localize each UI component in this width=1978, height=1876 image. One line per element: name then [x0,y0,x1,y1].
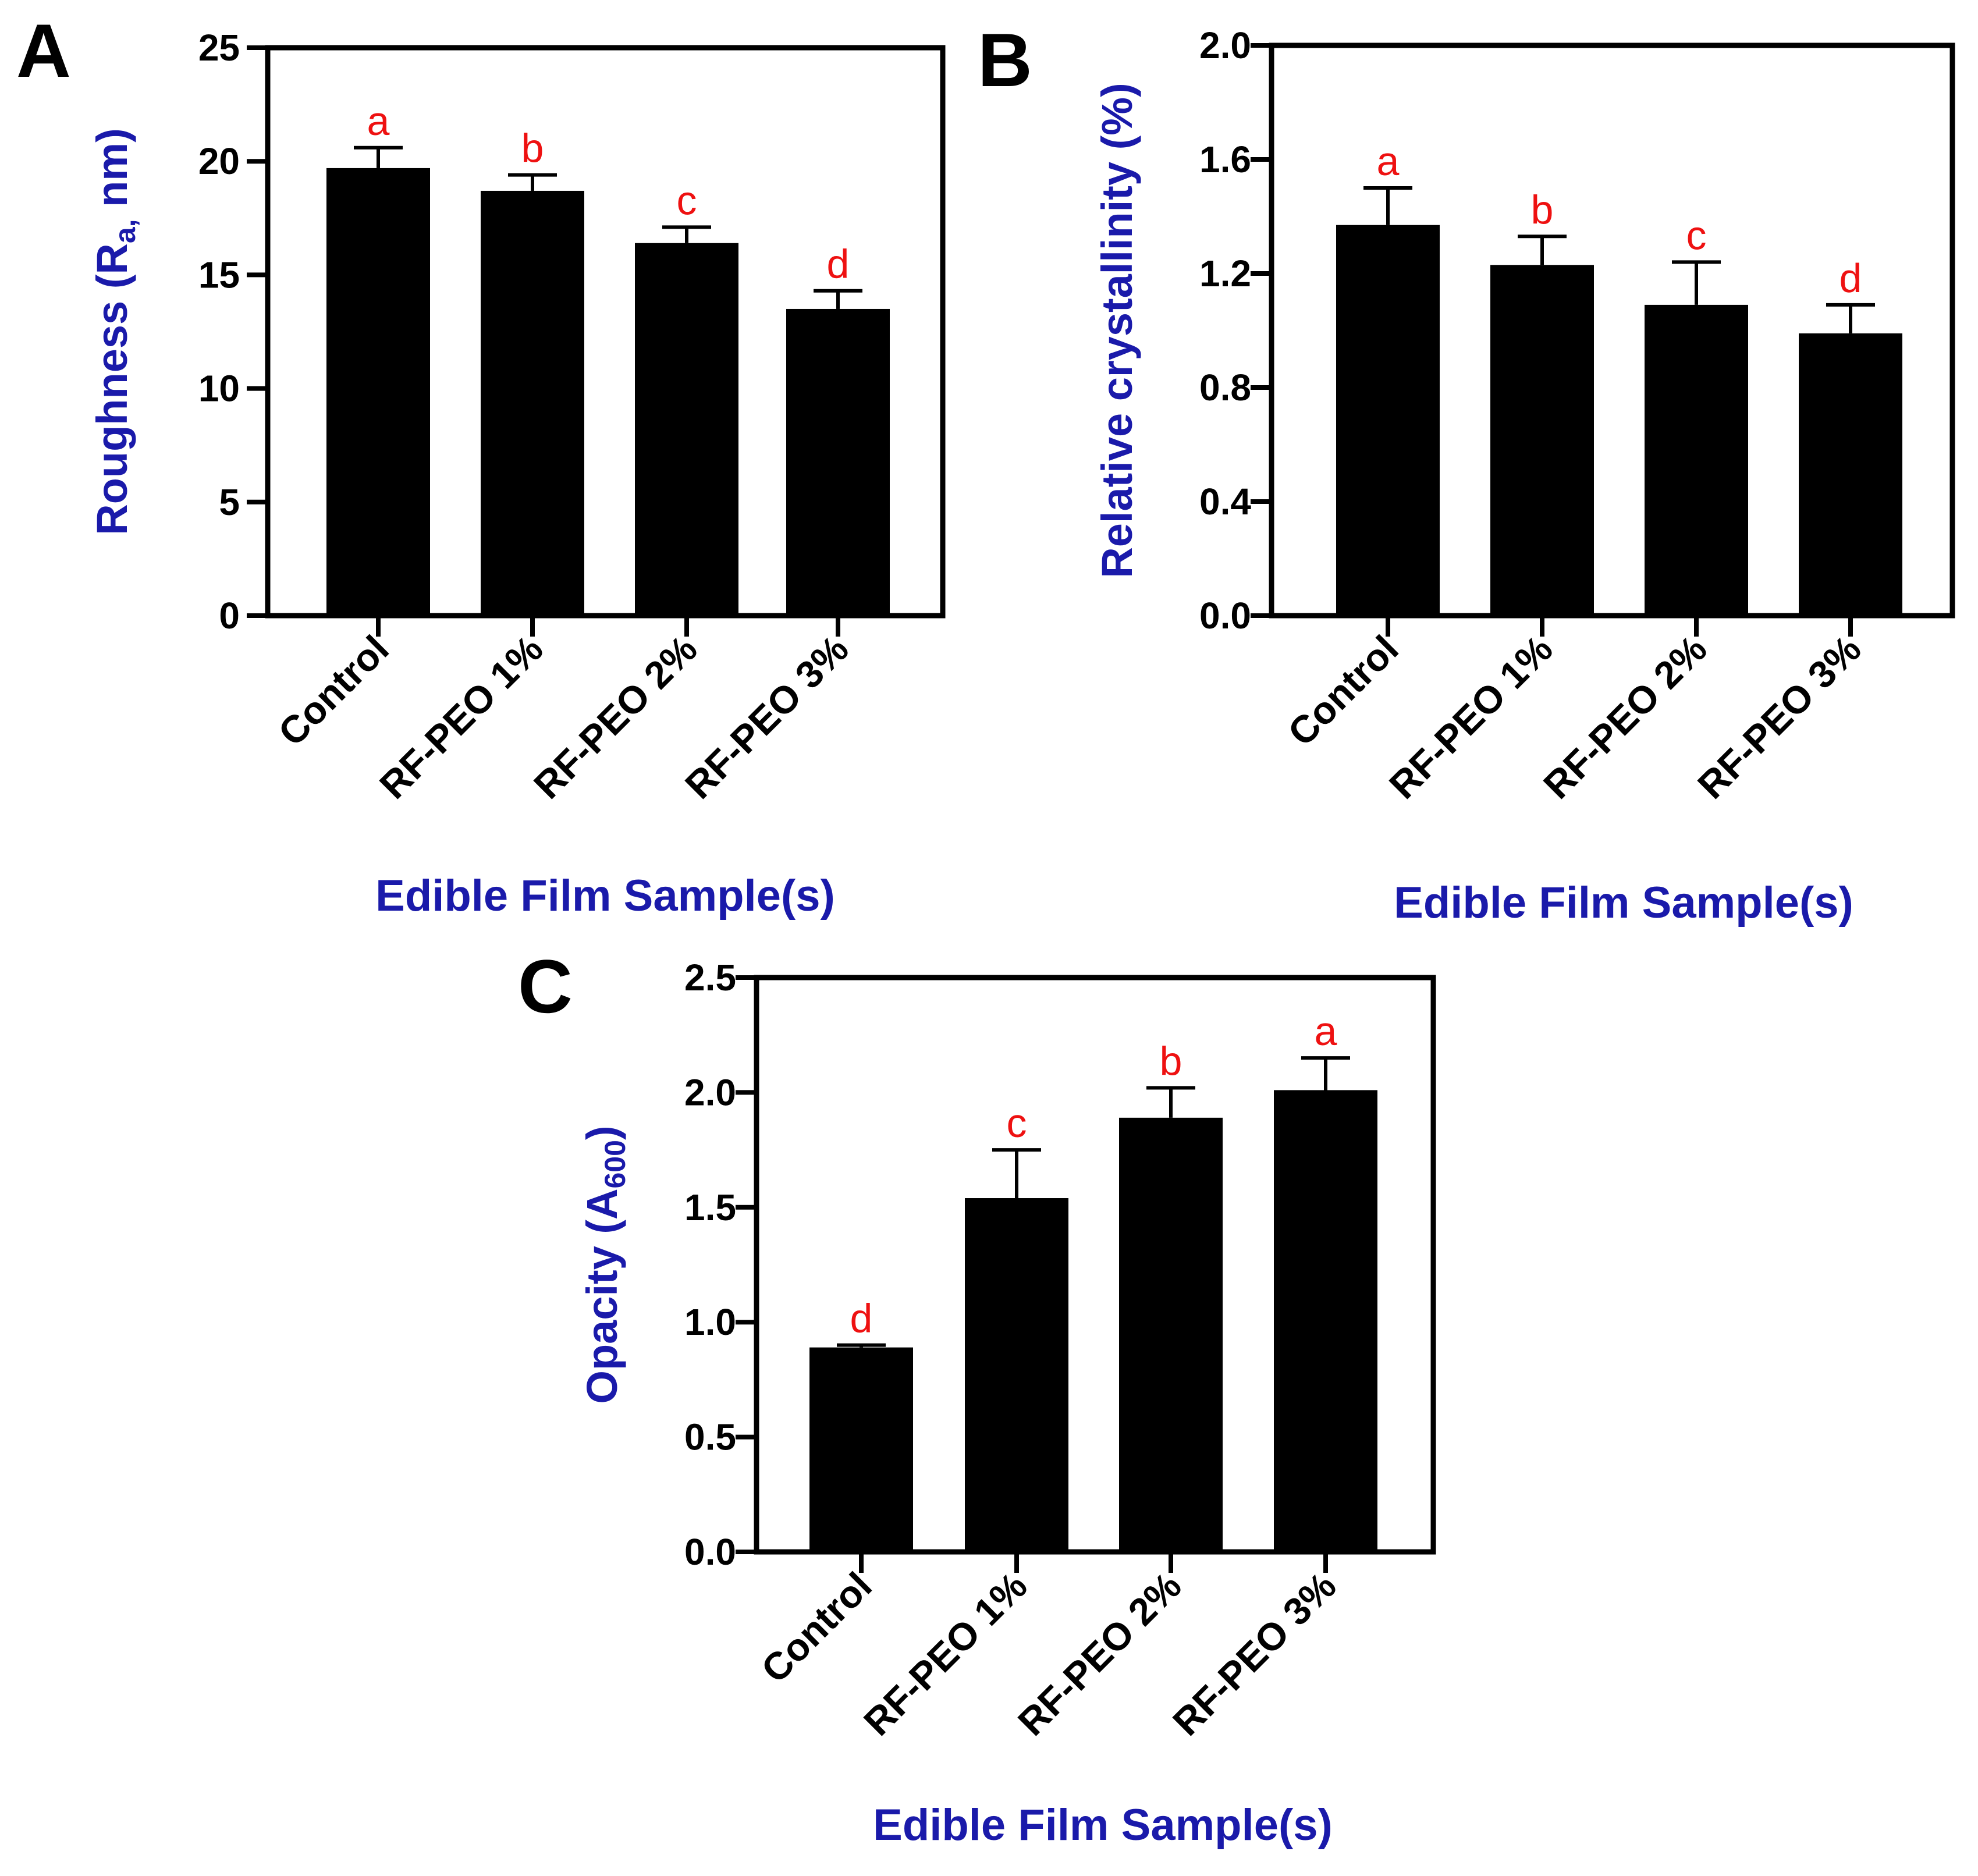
panel-letter: B [978,17,1032,102]
bar-2 [965,1198,1068,1552]
y-tick-label: 5 [219,481,240,523]
bar-2 [1490,265,1594,616]
panel-letter: A [16,8,71,93]
category-label: RF-PEO 2% [1010,1564,1189,1744]
significance-label: a [1315,1008,1337,1054]
y-tick-label: 1.5 [684,1186,736,1228]
significance-label: a [1377,138,1400,184]
y-axis-label: Relative crystallinity (%) [1093,83,1141,578]
y-tick-label: 1.0 [684,1301,736,1343]
category-label: RF-PEO 3% [1164,1564,1344,1744]
panel-a: A 0 5 10 15 20 25 a Control b RF-PEO 1% c RF-PEO 2% d… [16,8,946,921]
y-tick-label: 0.5 [684,1416,736,1458]
bar-1 [1336,225,1440,616]
y-tick-label: 25 [198,27,240,69]
bar-4 [786,308,890,616]
significance-label: d [827,241,850,287]
y-axis-label-main: Relative crystallinity (%) [1093,83,1141,578]
y-tick-label: 10 [198,368,240,410]
bar-1 [326,168,430,616]
significance-label: b [521,126,544,171]
y-tick-label: 0.8 [1199,367,1251,408]
y-tick-label: 20 [198,140,240,182]
bar-3 [1645,304,1748,616]
y-tick-label: 1.2 [1199,253,1251,294]
bar-3 [1119,1117,1223,1552]
y-axis-label-tail: nm) [88,128,136,219]
x-axis-label: Edible Film Sample(s) [375,871,835,921]
category-label: RF-PEO 2% [525,627,705,807]
y-tick-label: 2.0 [1199,24,1251,66]
significance-label: b [1531,187,1554,232]
bar-1 [809,1347,913,1552]
bar-3 [635,243,738,616]
y-tick-label: 0.0 [684,1531,736,1573]
x-axis-label: Edible Film Sample(s) [1394,878,1853,928]
plot-frame [754,975,1436,1555]
category-label: RF-PEO 3% [1689,627,1869,807]
significance-label: c [1007,1100,1027,1146]
category-label: Control [753,1564,880,1691]
significance-label: a [367,98,390,144]
plot-frame [265,45,946,619]
significance-label: d [1839,255,1862,301]
y-tick-label: 2.0 [684,1071,736,1113]
panel-letter: C [518,944,573,1029]
category-label: RF-PEO 2% [1535,627,1715,807]
y-axis-label-subscript: 600 [599,1140,631,1188]
bar-4 [1799,333,1902,616]
y-axis-label: Opacity (A600) [578,1125,631,1404]
y-tick-label: 0.0 [1199,595,1251,637]
bar-4 [1274,1090,1377,1552]
y-tick-label: 2.5 [684,957,736,999]
category-label: Control [1280,627,1407,754]
y-tick-label: 1.6 [1199,138,1251,180]
y-tick-label: 15 [198,254,240,296]
x-axis-label: Edible Film Sample(s) [873,1800,1333,1850]
plot-frame [1269,42,1955,619]
significance-label: b [1160,1039,1182,1084]
y-axis-label-main: Opacity (A [578,1189,626,1404]
category-label: Control [270,627,397,754]
y-tick-label: 0.4 [1199,481,1251,523]
significance-label: c [677,177,697,223]
category-label: RF-PEO 1% [855,1564,1035,1744]
panel-c: C 0.0 0.5 1.0 1.5 2.0 2.5 d Control c RF-PEO 1% b RF… [518,944,1436,1850]
y-axis-label-subscript: a, [109,219,141,243]
y-tick-label: 0 [219,595,240,637]
y-axis-label-main: Roughness (R [88,243,136,535]
bar-2 [481,190,584,616]
y-axis-label-tail: ) [578,1125,626,1140]
category-label: RF-PEO 1% [371,627,551,807]
significance-label: d [850,1296,873,1341]
y-axis-label: Roughness (Ra, nm) [88,128,141,535]
category-label: RF-PEO 1% [1381,627,1561,807]
significance-label: c [1686,212,1707,258]
panel-b: B 0.0 0.4 0.8 1.2 1.6 2.0 a Control b RF-PEO 1% c RF… [978,17,1955,928]
category-label: RF-PEO 3% [677,627,857,807]
